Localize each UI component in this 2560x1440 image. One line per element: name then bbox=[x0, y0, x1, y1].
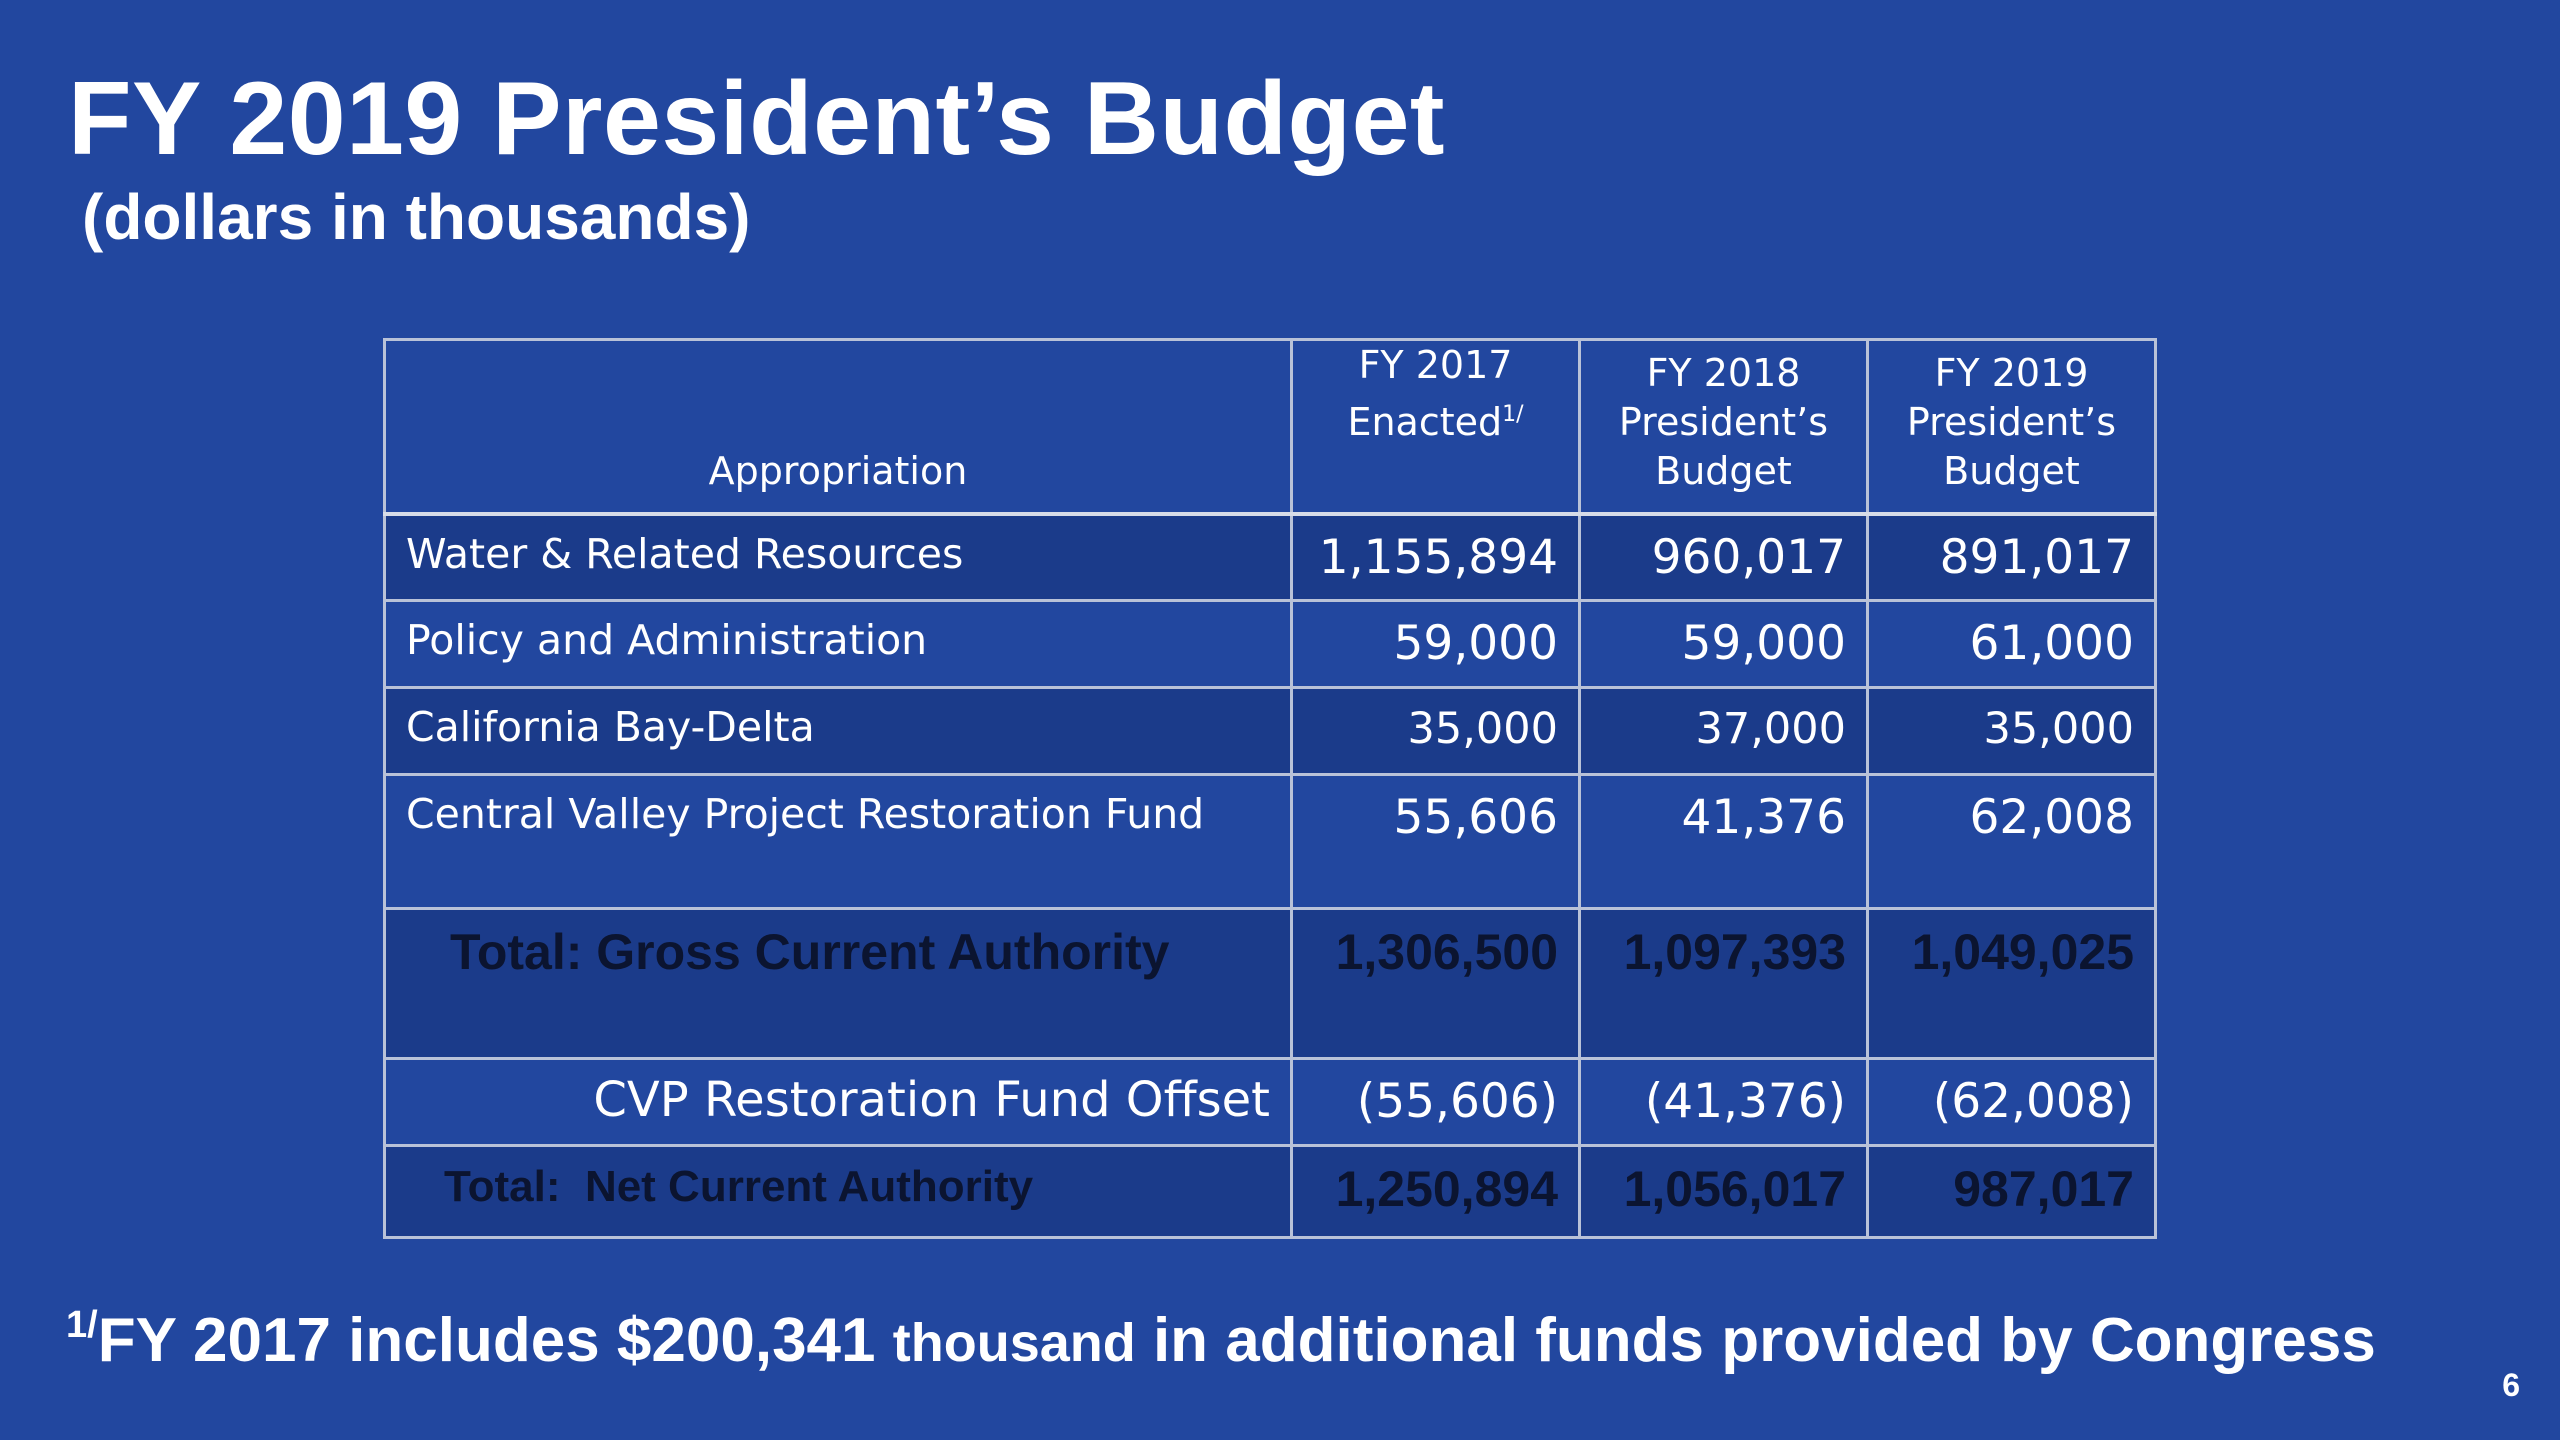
header-spacer bbox=[1303, 447, 1568, 496]
cell-fy2018: 59,000 bbox=[1578, 598, 1869, 689]
header-fy2018: FY 2018 President’s Budget bbox=[1578, 338, 1869, 516]
row-label: CVP Restoration Fund Offset bbox=[383, 1056, 1293, 1147]
cell-fy2017: 55,606 bbox=[1290, 772, 1581, 910]
row-label: Central Valley Project Restoration Fund bbox=[383, 772, 1293, 910]
table-row-offset: CVP Restoration Fund Offset (55,606) (41… bbox=[383, 1056, 2157, 1147]
cell-fy2018: 1,097,393 bbox=[1578, 906, 1869, 1060]
row-label: Total: Gross Current Authority bbox=[383, 906, 1293, 1060]
header-fy2018-line1: FY 2018 bbox=[1646, 351, 1801, 395]
footnote-text-part3: in additional funds provided by Congress bbox=[1135, 1306, 2376, 1375]
table-row: Water & Related Resources 1,155,894 960,… bbox=[383, 512, 2157, 602]
footnote: 1/FY 2017 includes $200,341 thousand in … bbox=[66, 1303, 2376, 1378]
cell-fy2019: 1,049,025 bbox=[1866, 906, 2157, 1060]
row-label: Total: Net Current Authority bbox=[383, 1143, 1293, 1239]
budget-table-container: Appropriation FY 2017 Enacted1/ FY 2018 … bbox=[383, 338, 2157, 1239]
header-appropriation-label: Appropriation bbox=[708, 449, 968, 493]
table-header-row: Appropriation FY 2017 Enacted1/ FY 2018 … bbox=[383, 338, 2157, 516]
footnote-text-part1: FY 2017 includes $200,341 bbox=[97, 1306, 893, 1375]
header-fy2017-line2: Enacted bbox=[1347, 400, 1503, 444]
header-fy2018-line3: Budget bbox=[1655, 449, 1792, 493]
slide-subtitle: (dollars in thousands) bbox=[82, 181, 751, 253]
header-fy2019: FY 2019 President’s Budget bbox=[1866, 338, 2157, 516]
header-fy2017-line1: FY 2017 bbox=[1358, 343, 1513, 387]
cell-fy2019: (62,008) bbox=[1866, 1056, 2157, 1147]
cell-fy2019: 62,008 bbox=[1866, 772, 2157, 910]
table-row: Central Valley Project Restoration Fund … bbox=[383, 772, 2157, 910]
cell-fy2019: 61,000 bbox=[1866, 598, 2157, 689]
page-number: 6 bbox=[2502, 1367, 2520, 1403]
header-fy2017-line2-wrap: Enacted1/ bbox=[1303, 390, 1568, 447]
cell-fy2017: (55,606) bbox=[1290, 1056, 1581, 1147]
cell-fy2017: 1,306,500 bbox=[1290, 906, 1581, 1060]
budget-table: Appropriation FY 2017 Enacted1/ FY 2018 … bbox=[383, 338, 2157, 1239]
slide-title: FY 2019 President’s Budget bbox=[68, 61, 1446, 177]
footnote-marker-sup: 1/ bbox=[1502, 402, 1524, 427]
header-appropriation: Appropriation bbox=[383, 338, 1293, 516]
header-fy2019-line2: President’s bbox=[1906, 400, 2117, 444]
table-row-total-net: Total: Net Current Authority 1,250,894 1… bbox=[383, 1143, 2157, 1239]
cell-fy2018: (41,376) bbox=[1578, 1056, 1869, 1147]
table-row-total-gross: Total: Gross Current Authority 1,306,500… bbox=[383, 906, 2157, 1060]
header-fy2019-line1: FY 2019 bbox=[1934, 351, 2089, 395]
cell-fy2018: 41,376 bbox=[1578, 772, 1869, 910]
cell-fy2018: 1,056,017 bbox=[1578, 1143, 1869, 1239]
footnote-marker: 1/ bbox=[66, 1304, 98, 1346]
cell-fy2017: 59,000 bbox=[1290, 598, 1581, 689]
cell-fy2019: 35,000 bbox=[1866, 685, 2157, 776]
footnote-text-part2: thousand bbox=[892, 1313, 1136, 1373]
cell-fy2018: 960,017 bbox=[1578, 512, 1869, 602]
row-label: Policy and Administration bbox=[383, 598, 1293, 689]
cell-fy2019: 891,017 bbox=[1866, 512, 2157, 602]
cell-fy2017: 35,000 bbox=[1290, 685, 1581, 776]
cell-fy2018: 37,000 bbox=[1578, 685, 1869, 776]
header-fy2018-line2: President’s bbox=[1618, 400, 1829, 444]
row-label: Water & Related Resources bbox=[383, 512, 1293, 602]
table-row: Policy and Administration 59,000 59,000 … bbox=[383, 598, 2157, 689]
cell-fy2017: 1,250,894 bbox=[1290, 1143, 1581, 1239]
header-fy2017: FY 2017 Enacted1/ bbox=[1290, 338, 1581, 516]
row-label: California Bay-Delta bbox=[383, 685, 1293, 776]
table-row: California Bay-Delta 35,000 37,000 35,00… bbox=[383, 685, 2157, 776]
cell-fy2017: 1,155,894 bbox=[1290, 512, 1581, 602]
header-fy2019-line3: Budget bbox=[1943, 449, 2080, 493]
cell-fy2019: 987,017 bbox=[1866, 1143, 2157, 1239]
